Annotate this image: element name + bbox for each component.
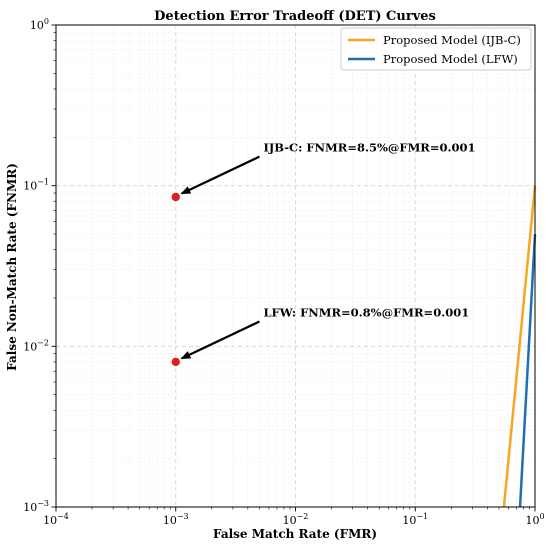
x-tick-exponent: −4 — [57, 512, 69, 521]
points-layer — [171, 192, 180, 367]
y-tick-exponent: −1 — [37, 178, 49, 187]
x-axis-label: False Match Rate (FMR) — [213, 527, 377, 541]
annotation-arrow-0 — [180, 155, 260, 195]
legend-label-ijbc: Proposed Model (IJB-C) — [383, 33, 521, 47]
x-tick-exponent: 0 — [539, 512, 544, 521]
y-tick-exponent: 0 — [44, 17, 49, 26]
x-tick-exponent: −1 — [416, 512, 428, 521]
marker-point-1 — [171, 357, 180, 367]
x-tick-exponent: −3 — [177, 512, 189, 521]
series-line-1 — [518, 233, 537, 508]
y-tick-exponent: −2 — [37, 338, 49, 347]
legend: Proposed Model (IJB-C) Proposed Model (L… — [340, 27, 532, 71]
chart-title: Detection Error Tradeoff (DET) Curves — [154, 9, 436, 24]
legend-box — [340, 27, 532, 71]
annotations-layer: IJB-C: FNMR=8.5%@FMR=0.001 LFW: FNMR=0.8%… — [180, 141, 476, 360]
series-layer — [502, 185, 537, 508]
annotation-arrow-1 — [180, 320, 260, 360]
series-line-0 — [502, 185, 537, 508]
y-axis-label: False Non-Match Rate (FNMR) — [5, 163, 19, 371]
annotation-text-0: IJB-C: FNMR=8.5%@FMR=0.001 — [263, 141, 475, 155]
y-tick-exponent: −3 — [37, 499, 49, 508]
x-tick-exponent: −2 — [297, 512, 309, 521]
legend-label-lfw: Proposed Model (LFW) — [383, 52, 518, 66]
marker-point-0 — [171, 192, 180, 202]
annotation-text-1: LFW: FNMR=0.8%@FMR=0.001 — [263, 306, 469, 320]
